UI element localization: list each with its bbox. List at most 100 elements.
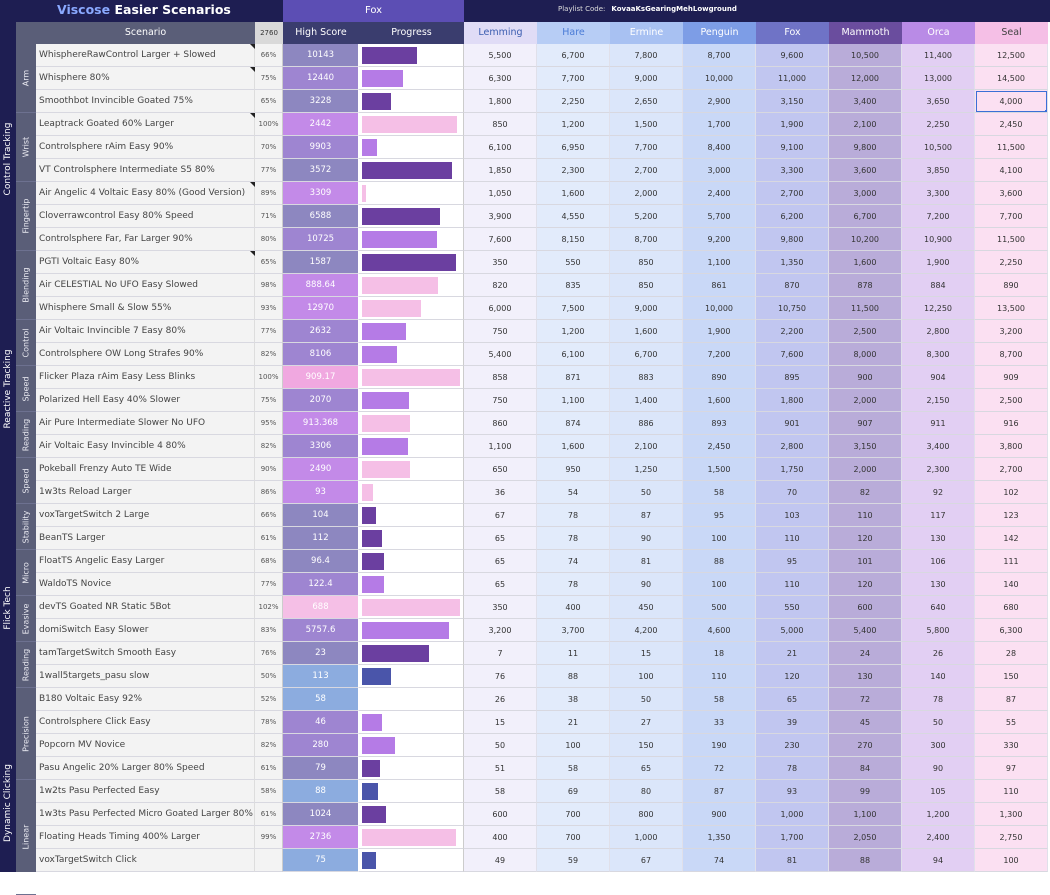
rank-threshold-orca[interactable]: 640 — [902, 596, 975, 619]
rank-threshold-ermine[interactable]: 50 — [610, 481, 683, 504]
rank-threshold-seal[interactable]: 142 — [975, 527, 1048, 550]
progress-cell[interactable] — [359, 159, 464, 182]
rank-threshold-hare[interactable]: 2,250 — [537, 90, 610, 113]
rank-threshold-orca[interactable]: 1,200 — [902, 803, 975, 826]
rank-threshold-hare[interactable]: 6,700 — [537, 44, 610, 67]
percent-cell[interactable]: 77% — [255, 573, 283, 596]
progress-cell[interactable] — [359, 780, 464, 803]
highscore-cell[interactable]: 112 — [283, 527, 359, 550]
rank-threshold-mammoth[interactable]: 88 — [829, 849, 902, 872]
scenario-name[interactable]: BeanTS Larger — [36, 527, 255, 550]
rank-threshold-lemming[interactable]: 58 — [464, 780, 537, 803]
rank-threshold-hare[interactable]: 550 — [537, 251, 610, 274]
rank-threshold-lemming[interactable]: 400 — [464, 826, 537, 849]
rank-threshold-orca[interactable]: 130 — [902, 573, 975, 596]
percent-cell[interactable]: 70% — [255, 136, 283, 159]
rank-threshold-seal[interactable]: 28 — [975, 642, 1048, 665]
rank-threshold-seal[interactable]: 2,250 — [975, 251, 1048, 274]
rank-threshold-orca[interactable]: 3,400 — [902, 435, 975, 458]
rank-threshold-hare[interactable]: 38 — [537, 688, 610, 711]
rank-threshold-penguin[interactable]: 1,900 — [683, 320, 756, 343]
rank-threshold-hare[interactable]: 21 — [537, 711, 610, 734]
rank-threshold-orca[interactable]: 8,300 — [902, 343, 975, 366]
highscore-cell[interactable]: 122.4 — [283, 573, 359, 596]
rank-threshold-mammoth[interactable]: 5,400 — [829, 619, 902, 642]
rank-threshold-ermine[interactable]: 850 — [610, 251, 683, 274]
rank-threshold-seal[interactable]: 55 — [975, 711, 1048, 734]
rank-threshold-mammoth[interactable]: 24 — [829, 642, 902, 665]
rank-threshold-seal[interactable]: 916 — [975, 412, 1048, 435]
rank-threshold-hare[interactable]: 1,200 — [537, 113, 610, 136]
progress-cell[interactable] — [359, 366, 464, 389]
progress-cell[interactable] — [359, 596, 464, 619]
highscore-cell[interactable]: 10725 — [283, 228, 359, 251]
rank-threshold-ermine[interactable]: 100 — [610, 665, 683, 688]
highscore-cell[interactable]: 12970 — [283, 297, 359, 320]
rank-threshold-fox[interactable]: 9,800 — [756, 228, 829, 251]
rank-threshold-ermine[interactable]: 5,200 — [610, 205, 683, 228]
rank-threshold-fox[interactable]: 2,200 — [756, 320, 829, 343]
progress-cell[interactable] — [359, 113, 464, 136]
progress-cell[interactable] — [359, 251, 464, 274]
rank-threshold-orca[interactable]: 3,300 — [902, 182, 975, 205]
rank-threshold-seal[interactable]: 4,100 — [975, 159, 1048, 182]
rank-threshold-fox[interactable]: 65 — [756, 688, 829, 711]
scenario-name[interactable]: domiSwitch Easy Slower — [36, 619, 255, 642]
percent-cell[interactable]: 61% — [255, 757, 283, 780]
rank-threshold-seal[interactable]: 6,300 — [975, 619, 1048, 642]
progress-cell[interactable] — [359, 826, 464, 849]
percent-cell[interactable]: 99% — [255, 826, 283, 849]
progress-cell[interactable] — [359, 389, 464, 412]
rank-threshold-ermine[interactable]: 1,600 — [610, 320, 683, 343]
progress-cell[interactable] — [359, 297, 464, 320]
rank-threshold-mammoth[interactable]: 2,100 — [829, 113, 902, 136]
rank-threshold-lemming[interactable]: 76 — [464, 665, 537, 688]
rank-threshold-orca[interactable]: 92 — [902, 481, 975, 504]
scenario-name[interactable]: Pokeball Frenzy Auto TE Wide — [36, 458, 255, 481]
rank-threshold-ermine[interactable]: 7,800 — [610, 44, 683, 67]
rank-threshold-fox[interactable]: 1,800 — [756, 389, 829, 412]
rank-threshold-hare[interactable]: 700 — [537, 803, 610, 826]
scenario-name[interactable]: devTS Goated NR Static 5Bot — [36, 596, 255, 619]
progress-cell[interactable] — [359, 44, 464, 67]
rank-threshold-mammoth[interactable]: 2,000 — [829, 458, 902, 481]
rank-threshold-seal[interactable]: 140 — [975, 573, 1048, 596]
rank-threshold-seal[interactable]: 1,300 — [975, 803, 1048, 826]
rank-threshold-penguin[interactable]: 9,200 — [683, 228, 756, 251]
rank-threshold-orca[interactable]: 50 — [902, 711, 975, 734]
progress-cell[interactable] — [359, 412, 464, 435]
rank-threshold-ermine[interactable]: 1,500 — [610, 113, 683, 136]
progress-cell[interactable] — [359, 711, 464, 734]
rank-threshold-orca[interactable]: 78 — [902, 688, 975, 711]
rank-threshold-lemming[interactable]: 26 — [464, 688, 537, 711]
rank-threshold-hare[interactable]: 58 — [537, 757, 610, 780]
rank-threshold-penguin[interactable]: 1,600 — [683, 389, 756, 412]
rank-threshold-fox[interactable]: 39 — [756, 711, 829, 734]
highscore-cell[interactable]: 79 — [283, 757, 359, 780]
rank-threshold-hare[interactable]: 59 — [537, 849, 610, 872]
rank-threshold-lemming[interactable]: 1,050 — [464, 182, 537, 205]
percent-cell[interactable]: 50% — [255, 665, 283, 688]
header-rank-lemming[interactable]: Lemming — [464, 22, 537, 44]
rank-threshold-mammoth[interactable]: 3,150 — [829, 435, 902, 458]
rank-threshold-mammoth[interactable]: 82 — [829, 481, 902, 504]
header-highscore[interactable]: High Score — [283, 22, 359, 44]
rank-threshold-penguin[interactable]: 5,700 — [683, 205, 756, 228]
rank-threshold-ermine[interactable]: 80 — [610, 780, 683, 803]
highscore-cell[interactable]: 1587 — [283, 251, 359, 274]
percent-cell[interactable]: 78% — [255, 711, 283, 734]
rank-threshold-hare[interactable]: 871 — [537, 366, 610, 389]
highscore-cell[interactable]: 2632 — [283, 320, 359, 343]
rank-threshold-fox[interactable]: 2,800 — [756, 435, 829, 458]
highscore-cell[interactable]: 280 — [283, 734, 359, 757]
rank-threshold-lemming[interactable]: 1,100 — [464, 435, 537, 458]
percent-cell[interactable]: 82% — [255, 343, 283, 366]
scenario-name[interactable]: Air CELESTIAL No UFO Easy Slowed — [36, 274, 255, 297]
rank-threshold-mammoth[interactable]: 45 — [829, 711, 902, 734]
rank-threshold-seal[interactable]: 4,000 — [975, 90, 1048, 113]
highscore-cell[interactable]: 12440 — [283, 67, 359, 90]
scenario-name[interactable]: B180 Voltaic Easy 92% — [36, 688, 255, 711]
rank-threshold-penguin[interactable]: 893 — [683, 412, 756, 435]
rank-threshold-mammoth[interactable]: 130 — [829, 665, 902, 688]
rank-threshold-fox[interactable]: 1,700 — [756, 826, 829, 849]
